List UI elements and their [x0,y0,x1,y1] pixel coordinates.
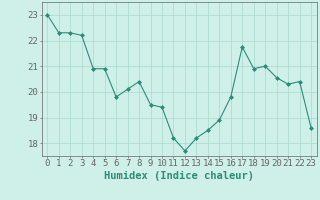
X-axis label: Humidex (Indice chaleur): Humidex (Indice chaleur) [104,171,254,181]
